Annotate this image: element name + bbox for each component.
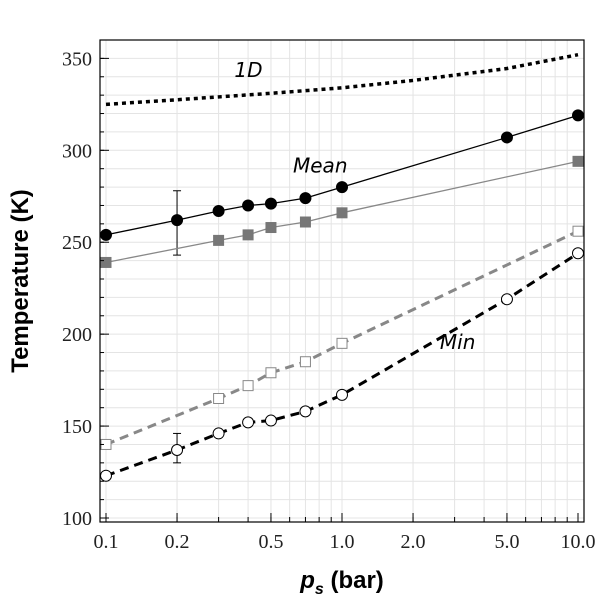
data-point — [171, 443, 184, 456]
y-tick-label: 350 — [62, 48, 92, 70]
data-point — [213, 393, 225, 404]
x-tick-label: 2.0 — [401, 531, 426, 553]
data-point — [264, 197, 277, 210]
data-point — [242, 199, 255, 212]
data-point — [336, 207, 348, 219]
data-point — [212, 204, 225, 217]
series-2 — [100, 155, 584, 268]
data-point — [100, 256, 112, 268]
data-point — [100, 469, 112, 482]
series-layer — [100, 52, 584, 482]
data-point — [242, 416, 255, 429]
data-point — [242, 229, 254, 241]
annotation-1d: 1D — [234, 58, 262, 82]
x-tick-label: 0.5 — [258, 531, 283, 553]
x-tick-label: 0.1 — [94, 531, 119, 553]
grid — [100, 39, 584, 522]
data-point — [500, 293, 513, 306]
series-0 — [105, 52, 579, 107]
data-point — [265, 222, 277, 234]
x-axis-title: ps (bar) — [299, 567, 384, 598]
x-tick-label: 1.0 — [330, 531, 355, 553]
y-tick-label: 300 — [62, 140, 92, 162]
series-1 — [100, 109, 584, 256]
data-point — [336, 388, 348, 401]
data-point — [299, 356, 311, 368]
x-tick-label: 10.0 — [561, 531, 596, 553]
x-axis-title-subscript: s — [315, 581, 324, 598]
x-tick-label: 5.0 — [494, 531, 519, 553]
series-line — [105, 52, 579, 107]
x-axis-title-symbol: p — [299, 567, 315, 594]
data-point — [100, 228, 112, 241]
data-point — [299, 192, 312, 205]
y-tick-label: 100 — [62, 508, 92, 530]
y-tick-label: 150 — [62, 416, 92, 438]
annotation-min: Min — [440, 330, 476, 354]
data-point — [500, 131, 513, 144]
y-axis-title: Temperature (K) — [7, 189, 34, 373]
data-point — [213, 234, 225, 246]
series-4 — [100, 247, 584, 482]
data-point — [572, 109, 584, 122]
data-point — [572, 225, 584, 237]
series-3 — [100, 225, 584, 450]
data-point — [299, 216, 311, 228]
x-tick-labels: 0.1 0.2 0.5 1.0 2.0 5.0 10.0 — [94, 531, 596, 553]
x-tick-label: 0.2 — [165, 531, 190, 553]
annotations: 1D Mean Min — [234, 58, 475, 354]
x-axis-title-unit: (bar) — [324, 567, 384, 594]
data-point — [572, 247, 584, 260]
ticks — [100, 39, 579, 522]
y-tick-label: 250 — [62, 232, 92, 254]
data-point — [336, 181, 348, 194]
series-line — [105, 252, 579, 478]
data-point — [299, 405, 312, 418]
data-point — [242, 380, 254, 392]
data-point — [171, 214, 184, 227]
y-tick-label: 200 — [62, 324, 92, 346]
annotation-mean: Mean — [293, 153, 348, 177]
data-point — [336, 337, 348, 349]
data-point — [264, 414, 277, 427]
data-point — [265, 367, 277, 379]
data-point — [572, 155, 584, 167]
data-point — [212, 427, 225, 440]
y-tick-labels: 100 150 200 250 300 350 — [62, 48, 92, 530]
